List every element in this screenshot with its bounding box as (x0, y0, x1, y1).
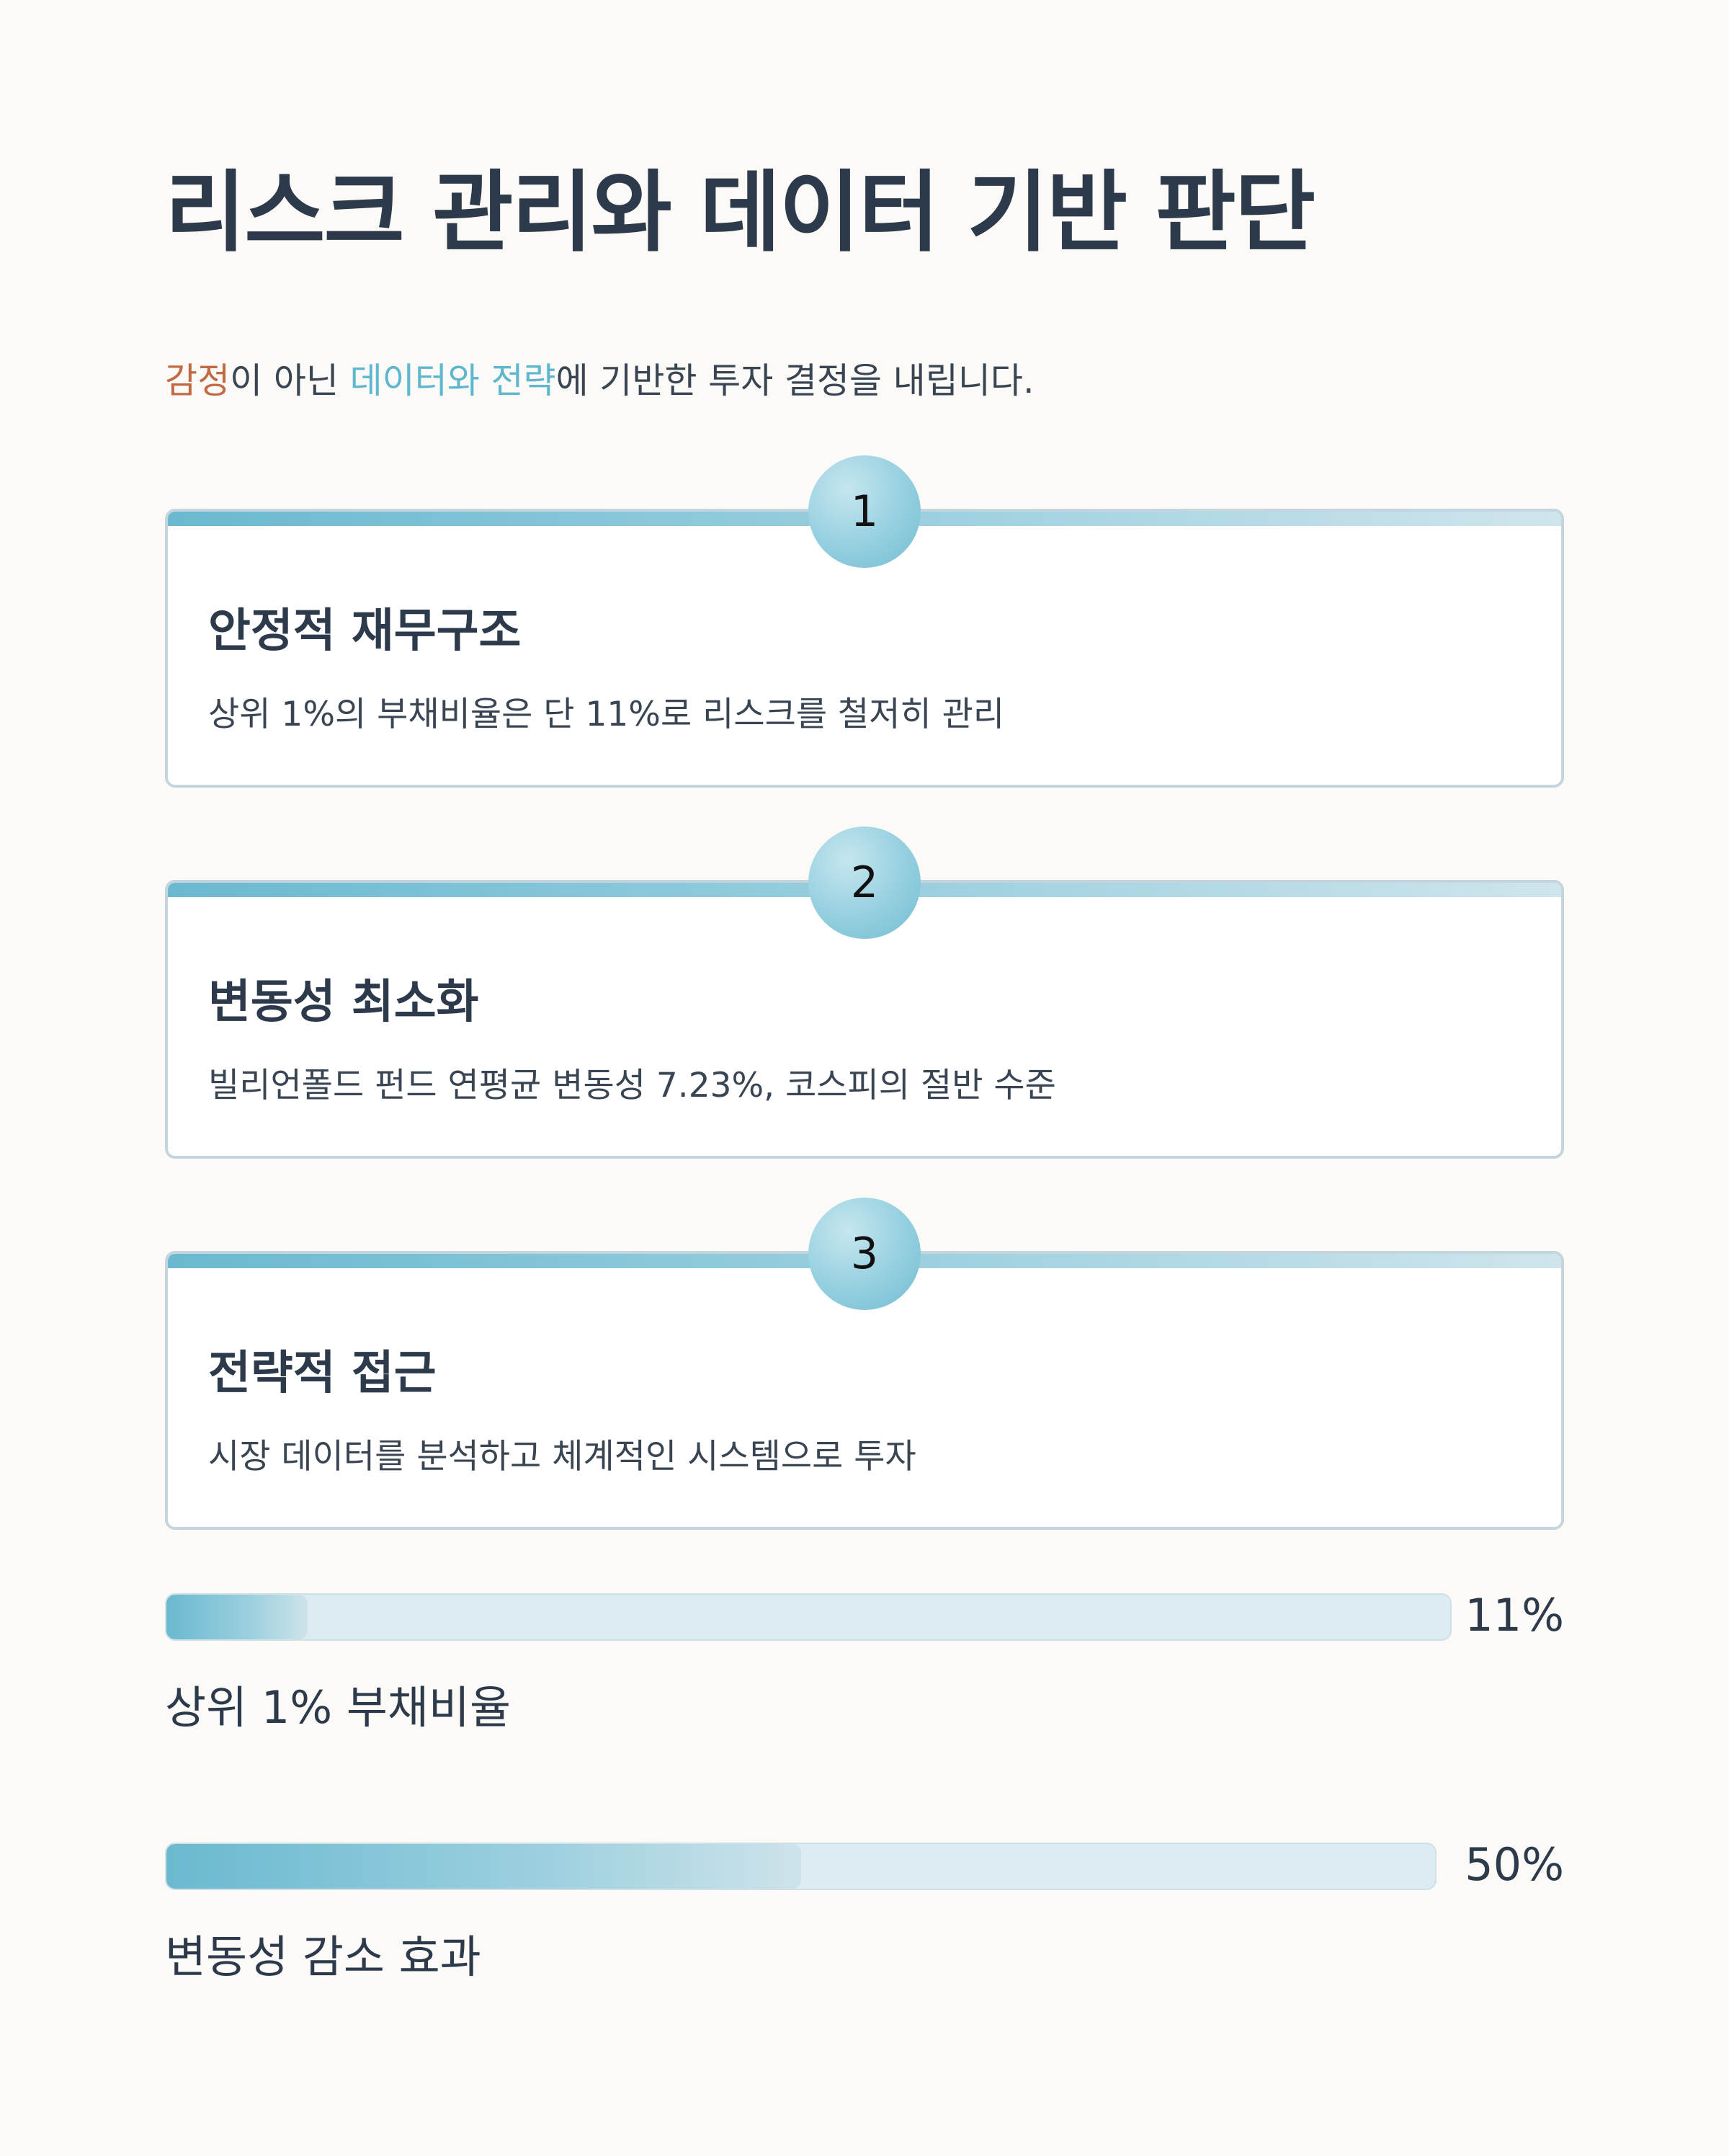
stat-label: 상위 1% 부채비율 (165, 1681, 511, 1734)
feature-card-1: 안정적 재무구조 상위 1%의 부채비율은 단 11%로 리스크를 철저히 관리… (165, 455, 1564, 788)
page-subtitle: 감정이 아닌 데이터와 전략에 기반한 투자 결정을 내립니다. (165, 360, 1035, 403)
step-number-badge: 2 (808, 827, 921, 939)
subtitle-highlight-data: 데이터와 전략 (349, 360, 556, 401)
step-number-badge: 3 (808, 1198, 921, 1310)
stat-value: 50% (1465, 1838, 1564, 1891)
card-title: 전략적 접근 (208, 1347, 437, 1400)
subtitle-highlight-emotion: 감정 (165, 360, 231, 401)
stat-value: 11% (1465, 1589, 1564, 1642)
page-title: 리스크 관리와 데이터 기반 판단 (165, 161, 1315, 264)
progress-track (165, 1843, 1437, 1890)
subtitle-text-1: 이 아닌 (230, 360, 350, 401)
card-description: 빌리언폴드 펀드 연평균 변동성 7.23%, 코스피의 절반 수준 (208, 1066, 1056, 1105)
card-description: 상위 1%의 부채비율은 단 11%로 리스크를 철저히 관리 (208, 695, 1005, 734)
feature-card-2: 변동성 최소화 빌리언폴드 펀드 연평균 변동성 7.23%, 코스피의 절반 … (165, 827, 1564, 1159)
stat-label: 변동성 감소 효과 (165, 1930, 481, 1983)
subtitle-text-2: 에 기반한 투자 결정을 내립니다. (555, 360, 1035, 401)
card-title: 안정적 재무구조 (208, 605, 522, 658)
progress-track (165, 1593, 1452, 1641)
page: 리스크 관리와 데이터 기반 판단 감정이 아닌 데이터와 전략에 기반한 투자… (165, 0, 1564, 2156)
card-description: 시장 데이터를 분석하고 체계적인 시스템으로 투자 (208, 1437, 916, 1476)
progress-fill (166, 1844, 801, 1889)
feature-card-3: 전략적 접근 시장 데이터를 분석하고 체계적인 시스템으로 투자 3 (165, 1198, 1564, 1530)
step-number-badge: 1 (808, 455, 921, 568)
card-title: 변동성 최소화 (208, 976, 479, 1029)
progress-fill (166, 1595, 308, 1639)
